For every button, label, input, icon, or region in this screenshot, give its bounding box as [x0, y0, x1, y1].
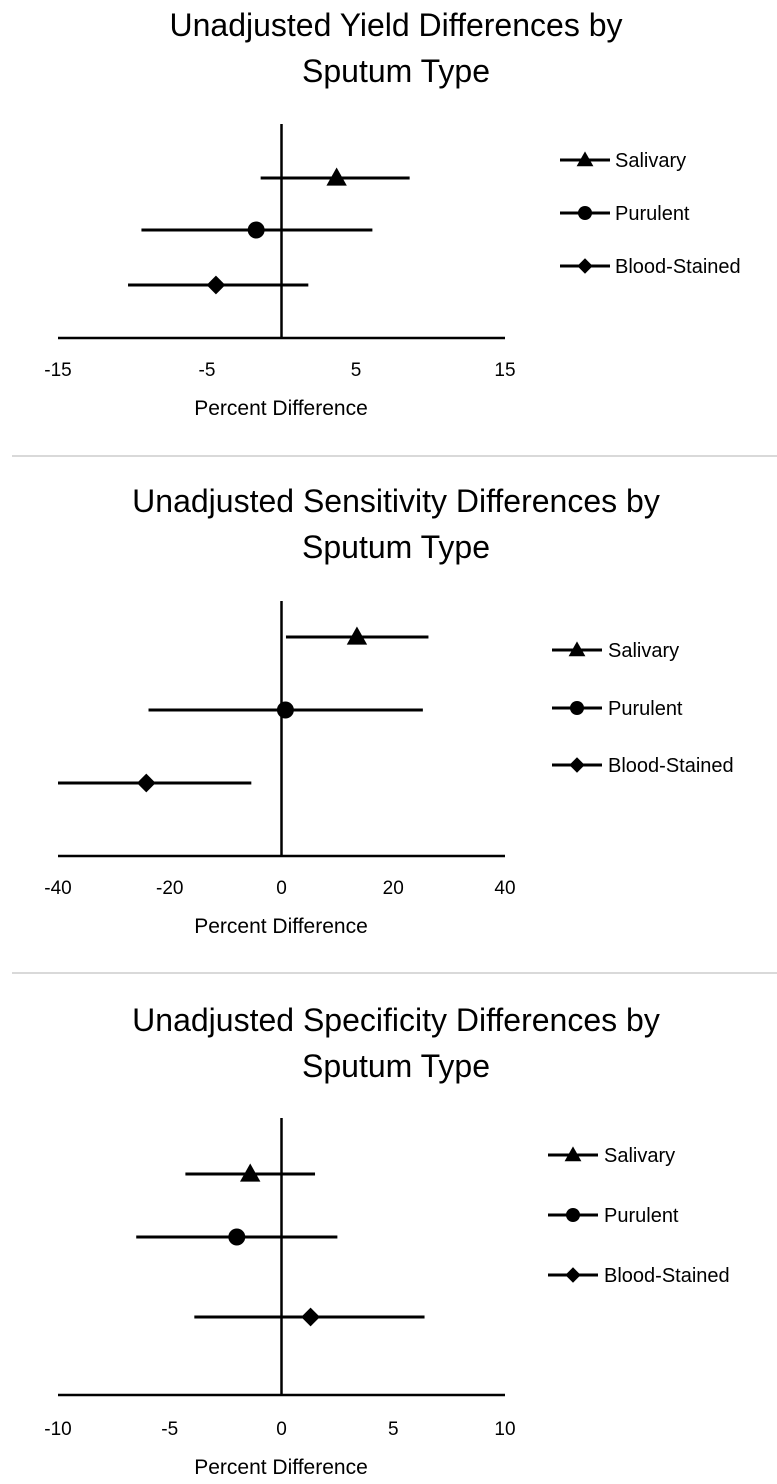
specificity-chart-panel: Unadjusted Specificity Differences by Spu… — [0, 974, 777, 1479]
legend-label-salivary: Salivary — [615, 150, 686, 172]
sensitivity-chart: Unadjusted Sensitivity Differences by Spu… — [44, 483, 734, 938]
legend-marker-salivary — [564, 1146, 582, 1162]
point-blood-stained — [136, 773, 156, 793]
chart-title-line: Unadjusted Yield Differences by — [169, 7, 622, 43]
divider — [12, 455, 777, 457]
legend-label-purulent: Purulent — [615, 203, 690, 225]
point-blood-stained — [206, 275, 226, 295]
legend-label-blood-stained: Blood-Stained — [604, 1265, 730, 1287]
x-axis-label: Percent Difference — [194, 397, 368, 420]
x-tick-label: -40 — [44, 878, 71, 899]
x-tick-label: 20 — [383, 878, 404, 899]
legend-label-purulent: Purulent — [604, 1205, 679, 1227]
divider — [12, 972, 777, 974]
sensitivity-chart-panel: Unadjusted Sensitivity Differences by Spu… — [0, 457, 777, 972]
x-tick-label: 0 — [276, 878, 287, 899]
x-tick-label: 5 — [388, 1419, 399, 1440]
chart-title-line: Unadjusted Specificity Differences by — [132, 1002, 660, 1038]
legend-marker-salivary — [576, 151, 594, 167]
x-tick-label: 0 — [276, 1419, 287, 1440]
legend-label-purulent: Purulent — [608, 698, 683, 720]
chart-title-line: Sputum Type — [302, 53, 490, 89]
x-tick-label: -5 — [199, 360, 216, 381]
x-tick-label: 10 — [494, 1419, 515, 1440]
x-tick-label: 15 — [494, 360, 515, 381]
legend-marker-salivary — [568, 641, 586, 657]
specificity-chart: Unadjusted Specificity Differences by Spu… — [44, 1002, 730, 1479]
x-tick-label: 5 — [351, 360, 362, 381]
point-salivary — [346, 626, 368, 645]
legend-marker-blood-stained — [565, 1267, 581, 1283]
chart-title-line: Unadjusted Sensitivity Differences by — [132, 483, 660, 519]
legend-marker-purulent — [578, 206, 592, 220]
legend-marker-purulent — [570, 701, 584, 715]
x-tick-label: 40 — [494, 878, 515, 899]
point-salivary — [240, 1163, 261, 1182]
legend-marker-blood-stained — [577, 258, 593, 274]
point-purulent — [247, 221, 265, 239]
yield-chart: Unadjusted Yield Differences by Sputum Ty… — [44, 7, 741, 420]
point-purulent — [228, 1228, 246, 1246]
legend-label-salivary: Salivary — [604, 1145, 675, 1167]
point-salivary — [326, 167, 347, 186]
point-purulent — [276, 701, 294, 719]
x-tick-label: -20 — [156, 878, 183, 899]
legend-label-blood-stained: Blood-Stained — [615, 256, 741, 278]
x-axis-label: Percent Difference — [194, 915, 368, 938]
x-axis-label: Percent Difference — [194, 1456, 368, 1479]
chart-title-line: Sputum Type — [302, 1048, 490, 1084]
x-tick-label: -5 — [161, 1419, 178, 1440]
legend-marker-blood-stained — [569, 757, 585, 773]
yield-chart-panel: Unadjusted Yield Differences by Sputum Ty… — [0, 0, 777, 455]
x-tick-label: -15 — [44, 360, 71, 381]
legend-label-salivary: Salivary — [608, 640, 679, 662]
x-tick-label: -10 — [44, 1419, 71, 1440]
chart-title-line: Sputum Type — [302, 529, 490, 565]
legend-label-blood-stained: Blood-Stained — [608, 755, 734, 777]
point-blood-stained — [301, 1307, 320, 1327]
legend-marker-purulent — [566, 1208, 580, 1222]
